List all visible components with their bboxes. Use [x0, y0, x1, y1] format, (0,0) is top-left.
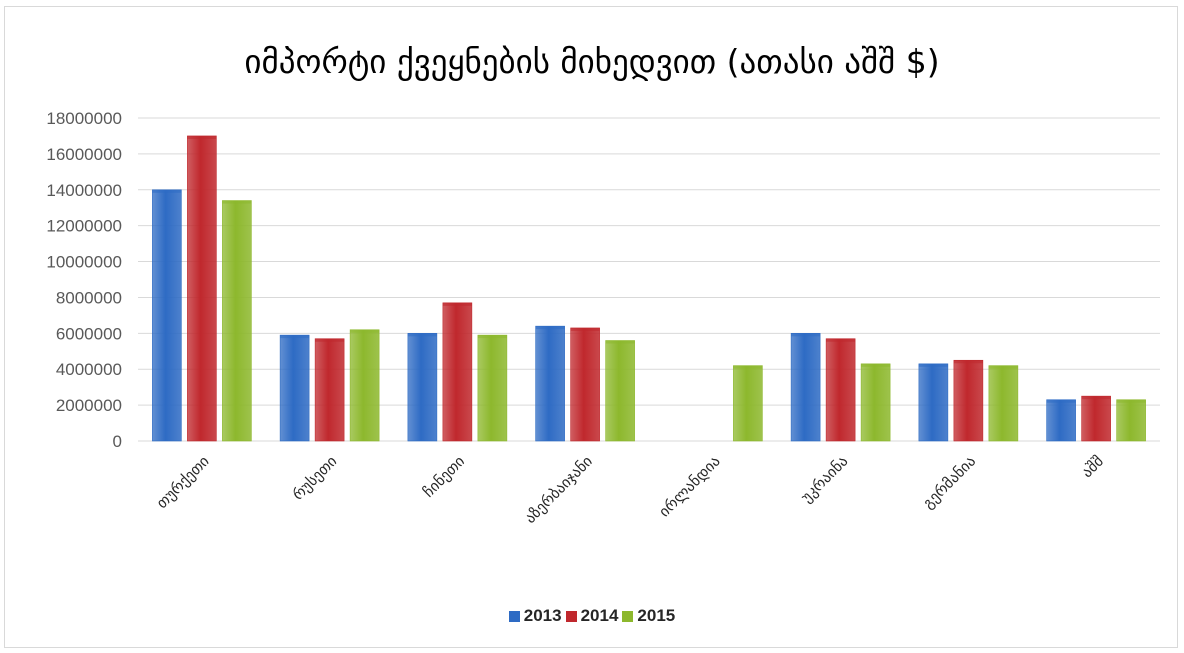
bar — [860, 363, 891, 442]
bar-top — [535, 326, 565, 330]
bar — [733, 365, 763, 442]
bar-top — [350, 329, 380, 333]
y-tick-label: 2000000 — [56, 396, 122, 415]
bar — [477, 334, 508, 442]
bar — [1081, 395, 1111, 442]
x-tick-label: გერმანია — [919, 452, 979, 512]
bar — [279, 334, 310, 442]
bar — [1116, 399, 1146, 442]
bar — [790, 333, 821, 442]
x-tick-label: რუსეთი — [289, 452, 341, 504]
y-axis-ticks: 0 2000000 4000000 6000000 8000000 10000000 120… — [46, 109, 122, 451]
x-axis-labels: თურქეთი რუსეთი ჩინეთი აზერბაიჯანი ირლანდია უკ… — [153, 452, 1107, 527]
bar-top — [187, 135, 217, 139]
bar-top — [791, 333, 821, 337]
bar-top — [442, 302, 472, 306]
bar — [918, 363, 949, 442]
bar — [442, 302, 473, 442]
bar-top — [1046, 399, 1076, 403]
bar — [152, 189, 182, 442]
bar-top — [570, 327, 600, 331]
bar — [570, 327, 600, 442]
y-tick-label: 18000000 — [46, 109, 122, 128]
legend-label: 2013 — [523, 606, 562, 625]
bar-top — [1081, 396, 1111, 400]
y-tick-label: 0 — [113, 432, 122, 451]
y-tick-label: 4000000 — [56, 360, 122, 379]
legend-label: 2015 — [637, 606, 676, 625]
bar — [349, 329, 380, 442]
bar-top — [861, 363, 891, 367]
legend-label: 2014 — [580, 606, 619, 625]
x-tick-label: აშშ — [1078, 452, 1107, 481]
y-tick-label: 16000000 — [46, 145, 122, 164]
bar — [825, 338, 856, 442]
bar — [187, 135, 217, 442]
bar-top — [477, 335, 507, 339]
legend: 2013 2014 2015 — [0, 606, 1184, 626]
bar-top — [605, 340, 635, 344]
bar — [1046, 399, 1076, 442]
bar-top — [152, 189, 182, 193]
bar — [535, 325, 565, 442]
bar-top — [280, 335, 310, 339]
bar-top — [953, 360, 983, 364]
bars — [152, 135, 1146, 442]
legend-item: 2014 — [565, 606, 619, 626]
bar-top — [733, 365, 763, 369]
x-tick-label: ირლანდია — [655, 452, 723, 520]
bar — [314, 338, 345, 442]
bar-top — [826, 338, 856, 342]
x-tick-label: უკრაინა — [798, 452, 852, 506]
y-tick-label: 12000000 — [46, 217, 122, 236]
bar-top — [1116, 399, 1146, 403]
bar — [953, 359, 984, 442]
bar — [605, 340, 635, 442]
legend-swatch — [508, 611, 520, 623]
x-tick-label: ჩინეთი — [420, 452, 469, 501]
y-tick-label: 8000000 — [56, 288, 122, 307]
bar — [988, 365, 1019, 442]
bar-top — [988, 365, 1018, 369]
x-tick-label: აზერბაიჯანი — [521, 452, 596, 527]
bar-top — [918, 363, 948, 367]
chart-title: იმპორტი ქვეყნების მიხედვით (ათასი აშშ $) — [244, 42, 940, 81]
y-tick-label: 6000000 — [56, 324, 122, 343]
y-tick-label: 14000000 — [46, 181, 122, 200]
bar-top — [315, 338, 345, 342]
legend-item: 2013 — [508, 606, 562, 626]
legend-swatch — [565, 611, 577, 623]
legend-item: 2015 — [622, 606, 675, 626]
bar — [222, 200, 252, 442]
bar-top — [222, 200, 252, 204]
bar-top — [407, 333, 437, 337]
y-tick-label: 10000000 — [46, 253, 122, 272]
bar — [407, 333, 438, 442]
legend-swatch — [622, 611, 634, 623]
x-tick-label: თურქეთი — [153, 452, 213, 512]
